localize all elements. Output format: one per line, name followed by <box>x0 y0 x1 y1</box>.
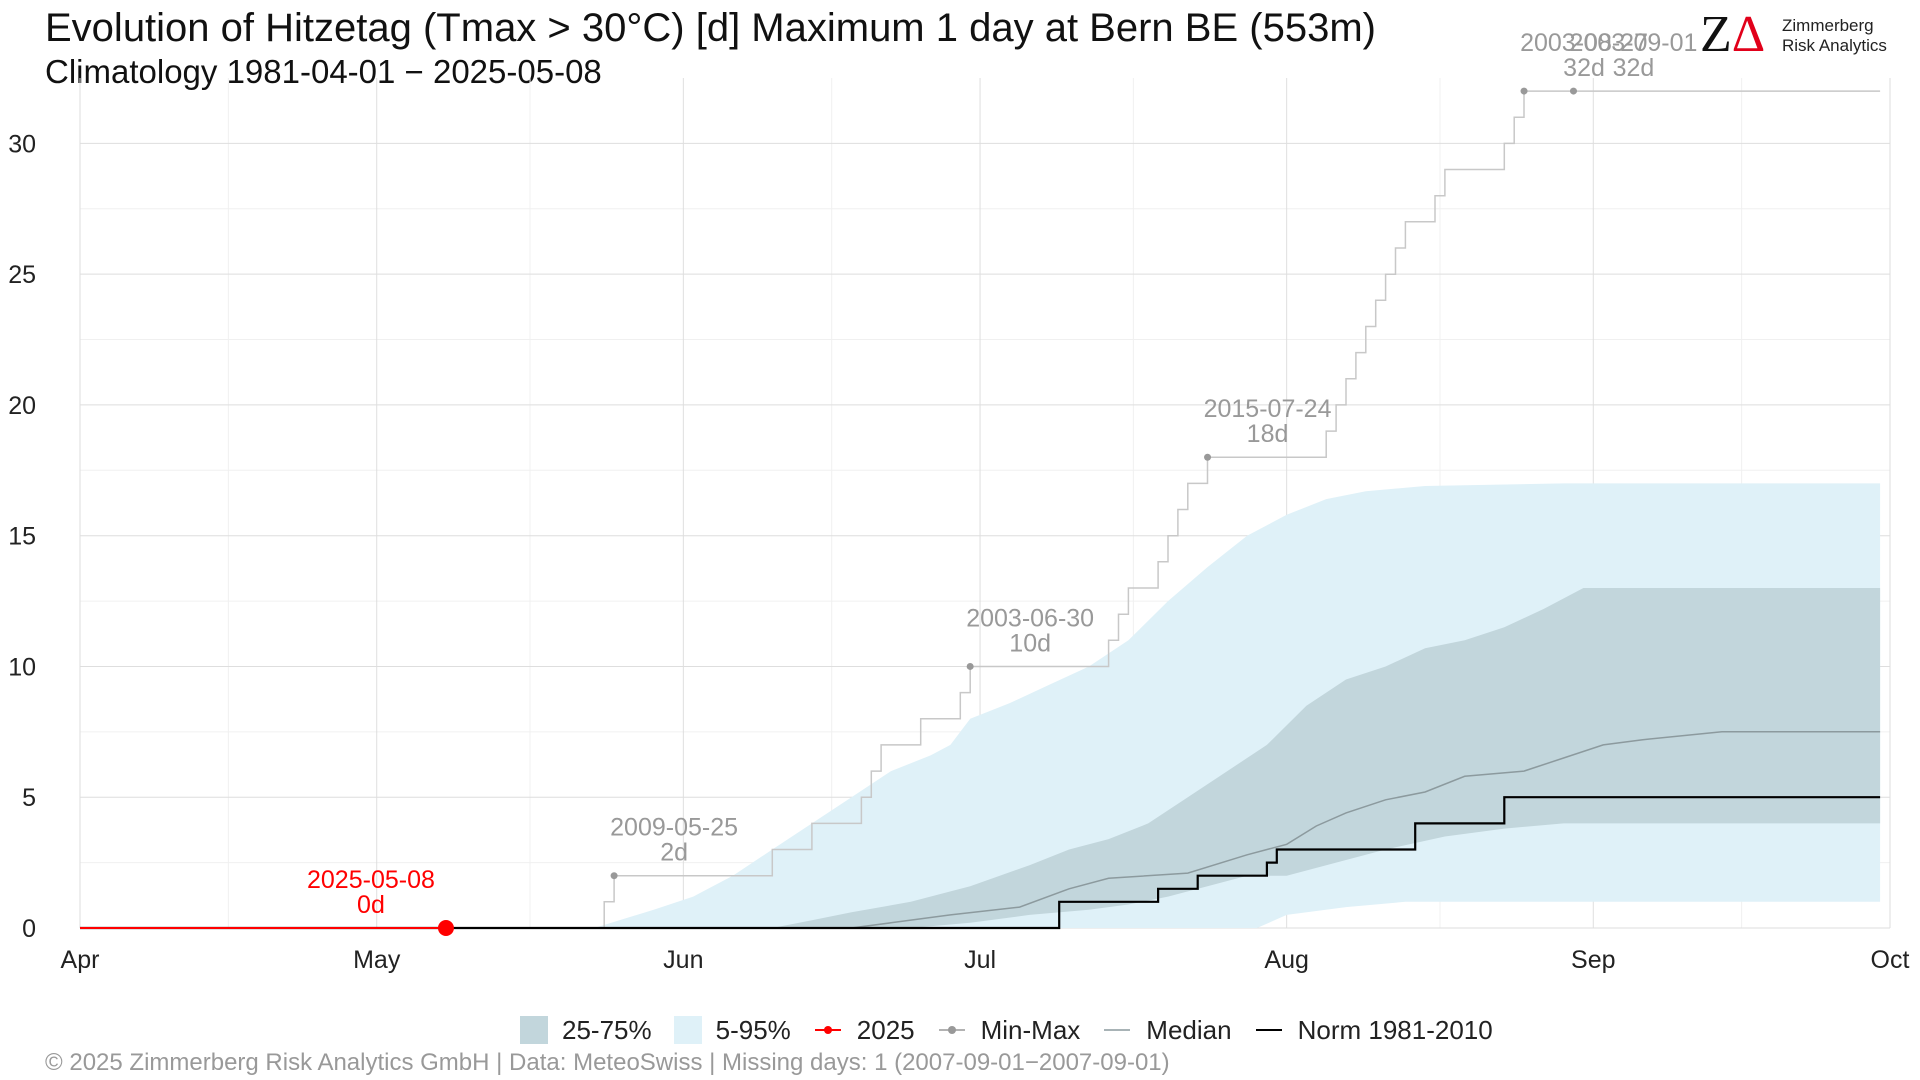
marker-2025 <box>437 920 454 936</box>
chart-title: Evolution of Hitzetag (Tmax > 30°C) [d] … <box>45 6 1376 50</box>
series-min-max <box>80 90 1881 929</box>
legend-key-median <box>1104 1029 1131 1031</box>
label-record-value: 2d <box>660 839 688 867</box>
logo-line-2: Risk Analytics <box>1782 36 1887 55</box>
marker-record <box>1204 453 1212 461</box>
legend-label-2025: 2025 <box>856 1014 915 1045</box>
chart-legend: 25-75% 5-95% 2025 Min-Max Median Norm 19… <box>520 1010 1515 1050</box>
logo-z: Z <box>1700 6 1732 63</box>
legend-item-min-max: Min-Max <box>937 1014 1081 1046</box>
legend-item-norm: Norm 1981-2010 <box>1254 1015 1493 1046</box>
label-2025-date: 2025-05-08 <box>307 866 435 894</box>
legend-item-5-95: 5-95% <box>673 1014 791 1046</box>
series-median <box>80 731 1881 929</box>
legend-item-median: Median <box>1102 1014 1232 1046</box>
legend-key-norm <box>1255 1029 1282 1031</box>
logo-name: Zimmerberg Risk Analytics <box>1782 16 1887 56</box>
label-record-date: 2015-07-24 <box>1204 395 1332 423</box>
company-logo: ZΔ Zimmerberg Risk Analytics <box>1700 8 1900 62</box>
label-record-date: 2003-09-01 <box>1570 29 1698 57</box>
y-tick-label: 25 <box>8 261 36 289</box>
label-record-date: 2003-08-27 <box>1520 29 1648 57</box>
y-tick-label: 30 <box>8 130 36 158</box>
legend-label-min-max: Min-Max <box>980 1014 1081 1045</box>
legend-key-2025 <box>814 1026 841 1034</box>
band-25-75 <box>80 588 1881 928</box>
legend-key-25-75 <box>520 1016 548 1044</box>
series-norm <box>80 796 1881 930</box>
y-tick-label: 5 <box>22 784 36 812</box>
footer-caption: © 2025 Zimmerberg Risk Analytics GmbH | … <box>45 1049 1170 1076</box>
logo-line-1: Zimmerberg <box>1782 16 1874 35</box>
label-2025-value: 0d <box>357 891 385 919</box>
marker-record <box>1520 87 1528 95</box>
legend-item-25-75: 25-75% <box>520 1015 652 1046</box>
y-tick-label: 15 <box>8 523 36 551</box>
logo-mark: ZΔ <box>1700 8 1765 62</box>
legend-label-median: Median <box>1146 1014 1232 1045</box>
x-tick-label: May <box>353 946 401 974</box>
legend-item-2025: 2025 <box>813 1015 915 1046</box>
y-tick-label: 20 <box>8 392 36 420</box>
y-tick-label: 10 <box>8 653 36 681</box>
legend-label-25-75: 25-75% <box>562 1014 652 1045</box>
label-record-date: 2009-05-25 <box>610 814 738 842</box>
marker-record <box>610 872 618 880</box>
y-tick-label: 0 <box>22 915 36 943</box>
x-tick-label: Aug <box>1264 946 1308 974</box>
x-tick-label: Jun <box>663 946 703 974</box>
label-record-date: 2003-06-30 <box>966 604 1094 632</box>
legend-key-min-max <box>938 1026 965 1034</box>
chart-area: 2025-05-080d2009-05-252d2003-06-3010d201… <box>8 29 1910 974</box>
label-record-value: 10d <box>1009 629 1051 657</box>
logo-delta: Δ <box>1731 6 1766 63</box>
marker-record <box>966 662 974 670</box>
x-tick-label: Oct <box>1871 946 1910 974</box>
x-tick-label: Jul <box>964 946 996 974</box>
label-record-value: 18d <box>1247 420 1289 448</box>
x-tick-label: Sep <box>1571 946 1615 974</box>
label-record-value: 32d <box>1613 54 1655 82</box>
label-record-value: 32d <box>1563 54 1605 82</box>
x-tick-label: Apr <box>61 946 100 974</box>
marker-record <box>1569 87 1577 95</box>
chart-subtitle: Climatology 1981-04-01 − 2025-05-08 <box>45 53 602 90</box>
legend-label-5-95: 5-95% <box>715 1014 791 1045</box>
legend-label-norm: Norm 1981-2010 <box>1297 1014 1493 1045</box>
legend-key-5-95 <box>673 1016 702 1044</box>
